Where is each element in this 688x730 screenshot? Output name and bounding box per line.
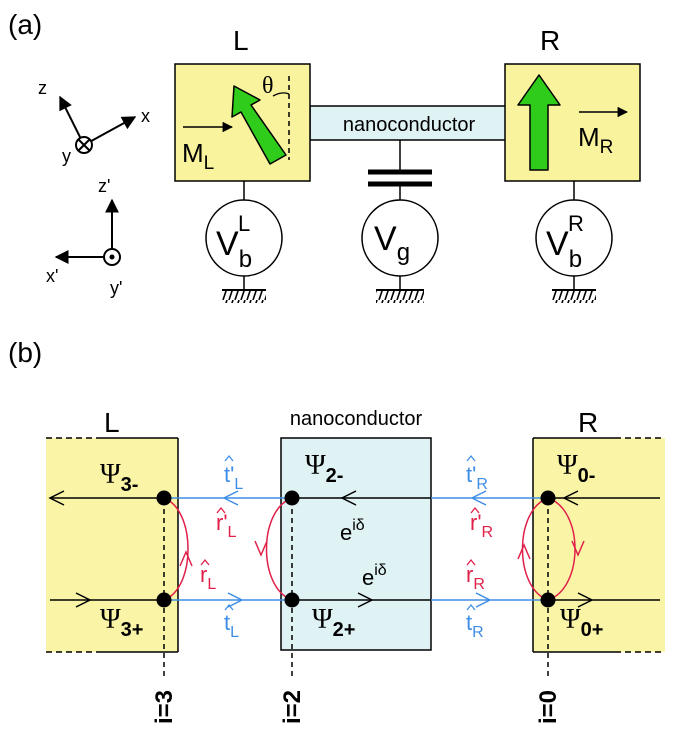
source-vg	[361, 199, 439, 277]
lead-right-border	[532, 437, 665, 653]
psi-0-plus: Ψ0+	[560, 604, 603, 641]
lead-left-label-b: L	[104, 407, 120, 438]
hat-marks-red	[200, 506, 480, 566]
nanoconductor-region	[280, 437, 432, 651]
axis-x-label: x	[141, 106, 150, 126]
ground-gate	[376, 289, 424, 303]
axes-xyz-prime	[54, 198, 121, 266]
source-vg-label: Vg	[374, 220, 410, 266]
r-prime-right-label: r'R	[470, 510, 493, 541]
lead-right-region	[533, 438, 665, 652]
source-vb-right-label: VbR	[546, 211, 584, 273]
psi-3-minus: Ψ3-	[100, 459, 138, 496]
psi-2-minus: Ψ2-	[305, 450, 343, 487]
hat-marks-blue	[224, 454, 476, 611]
psi-3-plus: Ψ3+	[100, 604, 143, 641]
t-prime-right-label: t'R	[466, 462, 488, 493]
axis-x-prime-label: x'	[46, 266, 58, 286]
lead-left-box	[174, 63, 311, 182]
site-label-i0: i=0	[535, 690, 562, 724]
nanoconductor-bar	[309, 105, 509, 141]
source-vb-right	[535, 199, 613, 277]
mag-left-label: ML	[182, 138, 214, 174]
ground-right	[552, 289, 596, 303]
transmission-lines	[164, 490, 548, 608]
wave-lines-black	[48, 490, 660, 608]
nanoconductor-label: nanoconductor	[343, 114, 476, 136]
reflection-loops	[163, 497, 585, 601]
lead-left-border	[46, 437, 179, 653]
panel-a-label: (a)	[8, 9, 42, 40]
t-prime-left-label: t'L	[224, 462, 243, 493]
t-left-label: tL	[224, 610, 239, 641]
psi-0-minus: Ψ0-	[557, 450, 595, 487]
r-left-label: rL	[200, 562, 216, 593]
panel-b: (b) L R nanoconductor	[8, 337, 665, 724]
mag-right-label: MR	[578, 122, 613, 158]
lead-left-region	[46, 438, 178, 652]
axis-z-label: z	[38, 78, 47, 98]
ground-left	[222, 289, 266, 303]
theta-arc	[272, 92, 290, 97]
site-lines	[163, 500, 549, 680]
site-dots	[156, 490, 556, 608]
psi-2-plus: Ψ2+	[312, 604, 355, 641]
lead-right-label-b: R	[578, 407, 598, 438]
site-label-i2: i=2	[279, 690, 306, 724]
t-right-label: tR	[466, 610, 484, 641]
nanoconductor-label-b: nanoconductor	[290, 408, 423, 430]
panel-a: (a) z x y z' x' y' L R nanoconductor	[8, 9, 641, 303]
site-label-i3: i=3	[151, 690, 178, 724]
phase-factor-upper: eiδ	[340, 517, 365, 545]
phase-factor-lower: eiδ	[362, 562, 387, 590]
r-prime-left-label: r'L	[216, 510, 237, 541]
source-vb-left	[205, 199, 283, 277]
circuit-wires	[243, 140, 575, 290]
lead-right-label: R	[540, 25, 560, 56]
magnet-right-arrow	[517, 74, 561, 171]
panel-b-label: (b)	[8, 337, 42, 368]
axis-z-prime-label: z'	[98, 176, 110, 196]
gate-capacitor	[368, 169, 432, 187]
lead-left-label: L	[233, 25, 249, 56]
theta-label: θ	[262, 73, 274, 99]
axis-y-label: y	[62, 146, 71, 166]
magnet-left-arrow	[231, 85, 287, 165]
source-vb-left-label: VbL	[216, 211, 252, 273]
axes-xyz	[59, 95, 137, 154]
r-right-label: rR	[466, 562, 485, 593]
lead-right-box	[504, 63, 641, 182]
axis-y-prime-label: y'	[110, 278, 122, 298]
